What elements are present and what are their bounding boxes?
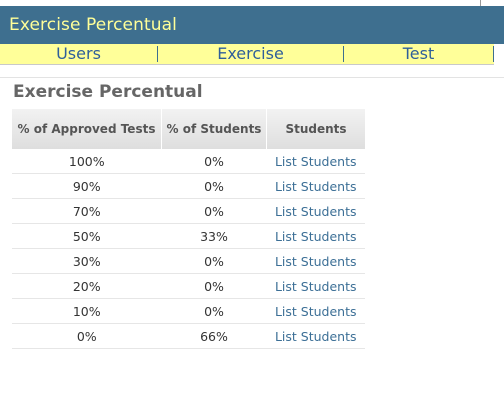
window-top-strip [0,0,504,6]
table-row: 30% 0% List Students [12,248,365,274]
app-title: Exercise Percentual [9,15,177,35]
cell-students-percent: 0% [161,173,267,199]
nav-separator [157,46,158,62]
cell-students-percent: 66% [161,323,267,349]
list-students-link[interactable]: List Students [266,323,365,349]
cell-students-percent: 0% [161,198,267,224]
main-nav: Users Exercise Test [0,44,494,65]
column-header-students-percent: % of Students [161,109,267,149]
column-header-students: Students [266,109,365,149]
window-edge-mark [480,0,481,6]
cell-approved: 50% [12,223,162,249]
cell-approved: 0% [12,323,162,349]
page-title: Exercise Percentual [13,82,203,102]
cell-students-percent: 0% [161,273,267,299]
cell-students-percent: 0% [161,149,267,174]
list-students-link[interactable]: List Students [266,173,365,199]
exercise-percentual-table: % of Approved Tests % of Students Studen… [12,109,365,349]
column-header-approved-tests: % of Approved Tests [12,109,162,149]
table-row: 50% 33% List Students [12,223,365,249]
cell-students-percent: 0% [161,248,267,274]
table-row: 10% 0% List Students [12,298,365,324]
table-row: 0% 66% List Students [12,323,365,349]
nav-separator [343,46,344,62]
table-row: 100% 0% List Students [12,149,365,174]
cell-approved: 20% [12,273,162,299]
table-row: 20% 0% List Students [12,273,365,299]
nav-separator [493,46,494,62]
cell-approved: 100% [12,149,162,174]
list-students-link[interactable]: List Students [266,149,365,174]
nav-item-users[interactable]: Users [56,44,101,63]
table-row: 70% 0% List Students [12,198,365,224]
list-students-link[interactable]: List Students [266,248,365,274]
cell-students-percent: 0% [161,298,267,324]
cell-approved: 10% [12,298,162,324]
cell-approved: 30% [12,248,162,274]
list-students-link[interactable]: List Students [266,273,365,299]
cell-students-percent: 33% [161,223,267,249]
divider [0,77,504,78]
list-students-link[interactable]: List Students [266,223,365,249]
cell-approved: 70% [12,198,162,224]
table-header-row: % of Approved Tests % of Students Studen… [12,109,365,149]
list-students-link[interactable]: List Students [266,198,365,224]
app-header: Exercise Percentual [0,6,504,44]
table-row: 90% 0% List Students [12,173,365,199]
nav-item-exercise[interactable]: Exercise [217,44,284,63]
list-students-link[interactable]: List Students [266,298,365,324]
cell-approved: 90% [12,173,162,199]
nav-item-test[interactable]: Test [402,44,435,63]
